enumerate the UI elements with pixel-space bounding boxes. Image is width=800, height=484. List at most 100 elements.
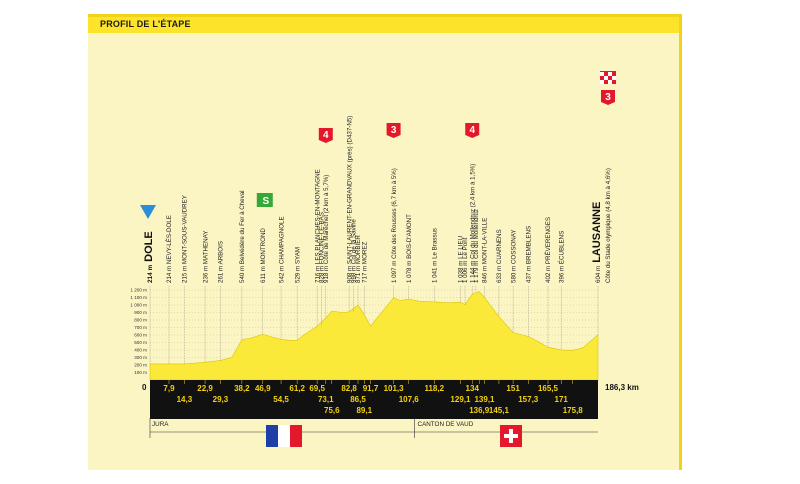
y-tick-label: 900 m bbox=[134, 310, 147, 315]
km-label: 145,1 bbox=[489, 406, 510, 415]
place-label: 1 038 m LE LIEU bbox=[458, 236, 465, 283]
place-label: 918 m Côte de Maréchet (2 km à 5,7%) bbox=[323, 175, 330, 283]
km-label: 107,6 bbox=[399, 395, 420, 404]
km-label: 46,9 bbox=[255, 384, 271, 393]
y-tick-label: 800 m bbox=[134, 318, 147, 323]
place-label: 1 097 m Côte des Rousses (6,7 km à 5%) bbox=[391, 168, 398, 283]
climb-flag-icon bbox=[465, 123, 480, 138]
place-label: 437 m BREMBLENS bbox=[525, 226, 532, 283]
climb-flag-icon bbox=[386, 123, 401, 138]
place-label: 402 m PRÉVERENGES bbox=[545, 217, 552, 283]
km-label: 171 bbox=[555, 395, 569, 404]
km-label: 91,7 bbox=[363, 384, 379, 393]
switzerland-flag-icon bbox=[500, 425, 522, 447]
climb-marker: 4 bbox=[465, 123, 480, 138]
km-label: 75,6 bbox=[324, 406, 340, 415]
km-label: 136,9 bbox=[469, 406, 490, 415]
km-label: 139,1 bbox=[474, 395, 495, 404]
place-label: 396 m ÉCUBLENS bbox=[558, 231, 565, 283]
place-label: 214 m NEVY-LÈS-DOLE bbox=[166, 215, 173, 283]
total-distance-label: 186,3 km bbox=[605, 383, 639, 392]
climb-category: 4 bbox=[469, 125, 475, 136]
place-label: 716 m LES PLANCHES-EN-MONTAGNE bbox=[314, 169, 321, 283]
km-label: 29,3 bbox=[213, 395, 229, 404]
finish-flag-icon bbox=[600, 71, 616, 84]
km-label: 89,1 bbox=[356, 406, 372, 415]
place-label: 633 m CUARNENS bbox=[496, 229, 503, 283]
km-label: 157,3 bbox=[518, 395, 539, 404]
y-tick-label: 1 200 m bbox=[130, 288, 147, 293]
km-label: 54,5 bbox=[273, 395, 289, 404]
y-tick-label: 1 000 m bbox=[130, 303, 147, 308]
header-bar bbox=[88, 17, 679, 33]
place-label: 828 m FONCINE-LE-BAS bbox=[319, 212, 326, 283]
km-label: 82,8 bbox=[341, 384, 357, 393]
km-label: 134 bbox=[466, 384, 480, 393]
sprint-icon bbox=[256, 193, 273, 207]
km-label: 38,2 bbox=[234, 384, 250, 393]
km-band bbox=[150, 380, 598, 419]
km-label: 101,3 bbox=[384, 384, 405, 393]
place-label: 529 m SYAM bbox=[294, 247, 301, 283]
km-label: 129,1 bbox=[450, 395, 471, 404]
km-label: 175,8 bbox=[563, 406, 584, 415]
y-tick-label: 200 m bbox=[134, 363, 147, 368]
city-name: LAUSANNE bbox=[591, 202, 603, 263]
region-vaud: CANTON DE VAUD bbox=[418, 421, 474, 428]
climb-marker: 3 bbox=[601, 90, 615, 105]
city-name: DOLE bbox=[143, 231, 155, 262]
place-label: 261 m ARBOIS bbox=[218, 241, 225, 283]
y-tick-label: 500 m bbox=[134, 340, 147, 345]
km-label: 22,9 bbox=[197, 384, 213, 393]
place-label: 1 144 m Col du Mollendruz (2,4 km à 1,5%… bbox=[469, 164, 476, 283]
km-ticks bbox=[168, 380, 574, 384]
place-label: 846 m MONT-LA-VILLE bbox=[482, 218, 489, 283]
km-labels: 7,9 22,9 38,2 46,9 61,2 69,5 82,8 91,7 101,3 118,… bbox=[163, 384, 583, 415]
km-label: 73,1 bbox=[318, 395, 334, 404]
place-label: 540 m Belvédère du Fer à Cheval bbox=[239, 190, 246, 283]
km-label: 118,2 bbox=[424, 384, 444, 393]
y-tick-label: 700 m bbox=[134, 325, 147, 330]
climb-markers: 4 3 4 3 S bbox=[140, 71, 616, 219]
sprint-marker: S bbox=[256, 193, 273, 207]
y-tick-label: 100 m bbox=[134, 370, 147, 375]
sprint-label: S bbox=[262, 196, 269, 207]
place-label: 542 m CHAMPAGNOLE bbox=[278, 216, 285, 283]
km-label: 14,3 bbox=[177, 395, 193, 404]
place-label: 214 mDOLE bbox=[143, 231, 155, 283]
y-tick-label: 400 m bbox=[134, 348, 147, 353]
region-bar: JURA CANTON DE VAUD bbox=[149, 418, 598, 447]
place-label: 871 m MORBIER bbox=[355, 235, 362, 283]
climb-category: 3 bbox=[391, 125, 397, 136]
place-label: 908 m SAINT-LAURENT-EN-GRANDVAUX (près) … bbox=[346, 116, 353, 283]
start-km-label: 0 bbox=[142, 383, 147, 392]
place-label: 1 179 m Col du Mollendruz bbox=[473, 209, 480, 283]
place-label: 611 m MONTROND bbox=[260, 228, 267, 283]
place-label: 998 m Col de la Savine bbox=[351, 218, 358, 283]
place-label: 1 041 m Le Brassus bbox=[431, 228, 438, 283]
y-axis: 100 m 200 m 300 m 400 m 500 m 600 m 700 m 800 m… bbox=[130, 288, 598, 375]
place-label: 1 078 m BOIS-D'AMONT bbox=[406, 214, 413, 283]
km-label: 7,9 bbox=[163, 384, 175, 393]
region-jura: JURA bbox=[152, 421, 169, 428]
y-tick-label: 1 100 m bbox=[130, 295, 147, 300]
km-label: 165,5 bbox=[538, 384, 559, 393]
climb-marker: 4 bbox=[318, 128, 333, 143]
place-label: 604 mLAUSANNE bbox=[591, 202, 603, 283]
start-icon bbox=[140, 205, 156, 219]
y-tick-label: 600 m bbox=[134, 333, 147, 338]
y-tick-label: 300 m bbox=[134, 355, 147, 360]
climb-flag-icon bbox=[601, 90, 615, 105]
finish-climb-label: Côte du Stade olympique (4,8 km à 4,6%) bbox=[605, 168, 612, 283]
km-label: 69,5 bbox=[309, 384, 325, 393]
place-label: 215 m MONT-SOUS-VAUDREY bbox=[182, 195, 189, 283]
place-label: 1 006 m Le Pont bbox=[462, 237, 469, 283]
elevation-area bbox=[149, 291, 599, 381]
page-title: PROFIL DE L'ÉTAPE bbox=[100, 19, 191, 29]
place-labels: 214 mDOLE 214 m NEVY-LÈS-DOLE 215 m MONT-S… bbox=[143, 116, 612, 283]
france-flag-icon bbox=[266, 425, 302, 447]
place-label: 580 m COSSONAY bbox=[510, 229, 517, 283]
profile-frame bbox=[88, 14, 682, 470]
climb-marker: 3 bbox=[386, 123, 401, 138]
